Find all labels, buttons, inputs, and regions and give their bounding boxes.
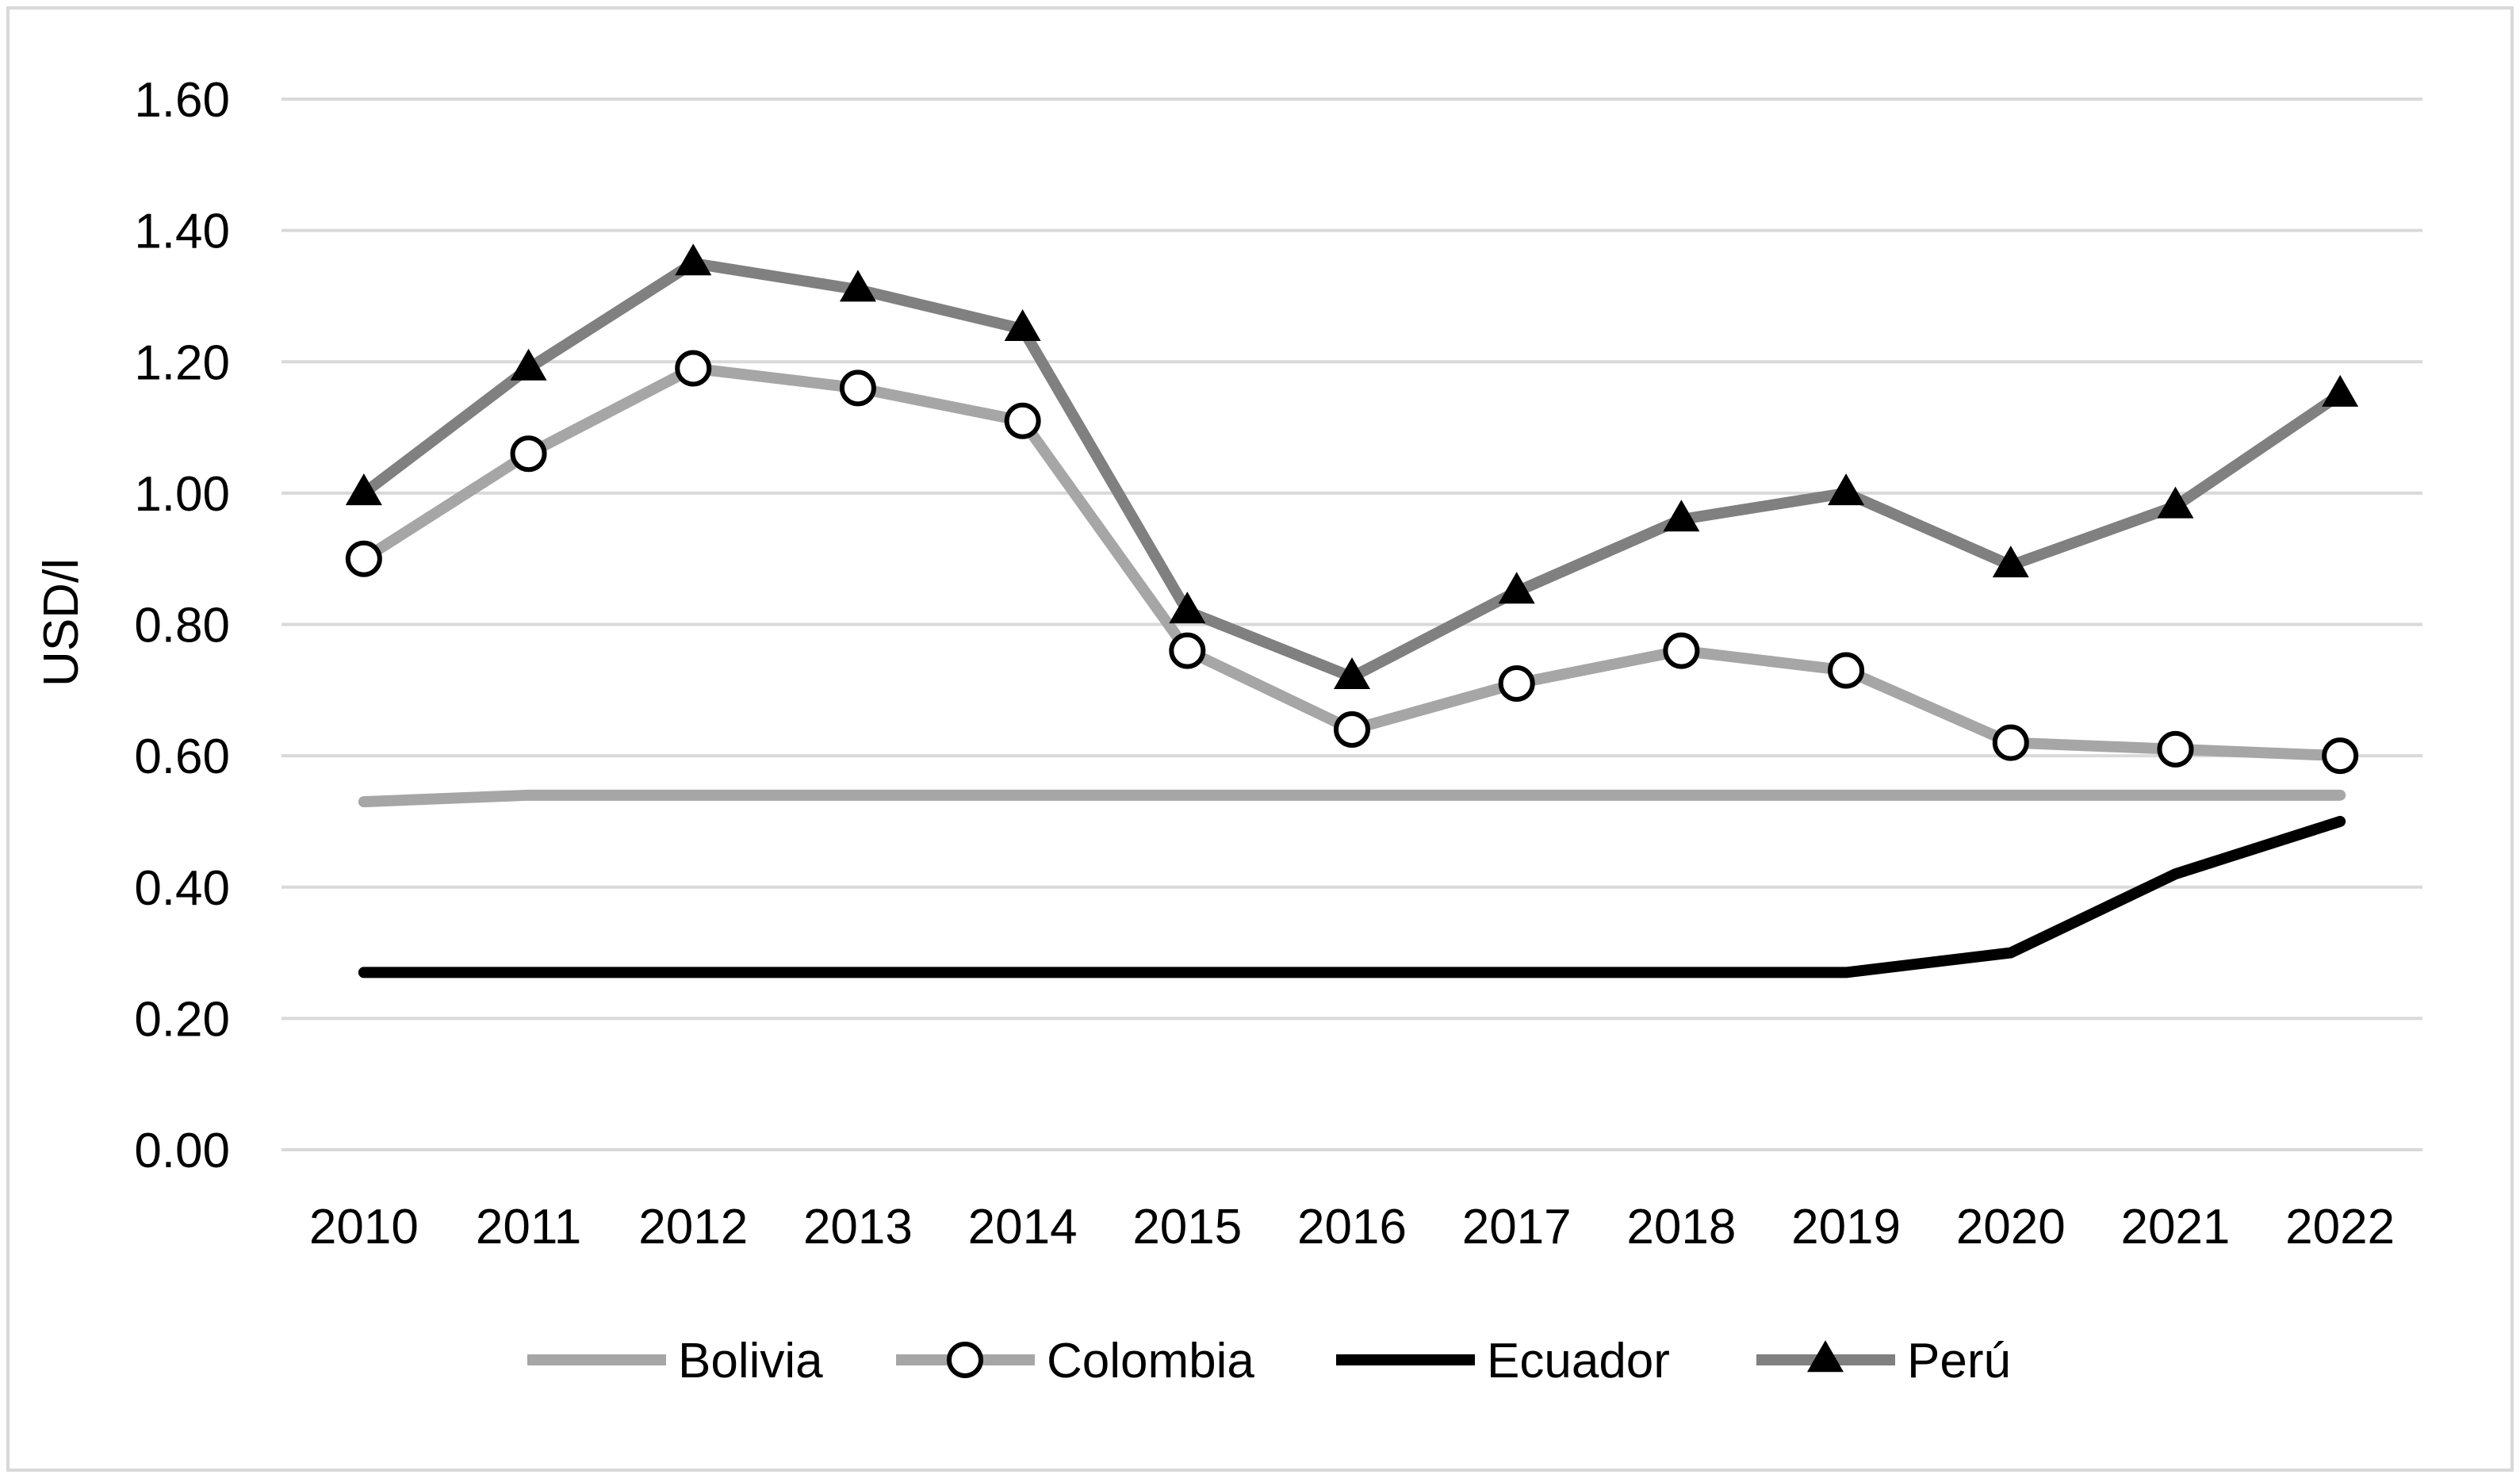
x-tick-label: 2014 xyxy=(968,1200,1078,1254)
colombia-point xyxy=(1663,632,1700,669)
legend-label: Ecuador xyxy=(1487,1334,1670,1388)
legend: Bolivia Colombia Ecuador Perú xyxy=(527,1334,2011,1388)
legend-label: Colombia xyxy=(1047,1334,1254,1388)
y-tick-label: 0.40 xyxy=(134,861,230,916)
x-tick-label: 2010 xyxy=(309,1200,419,1254)
colombia-point xyxy=(1498,665,1535,703)
legend-item-ecuador: Ecuador xyxy=(1336,1334,1670,1388)
colombia-point xyxy=(2157,730,2194,768)
y-tick-label: 1.00 xyxy=(134,467,230,522)
peru-point xyxy=(2157,486,2194,519)
y-axis-ticks: 0.00 0.20 0.40 0.60 0.80 1.00 1.20 1.40 1.60 xyxy=(134,73,230,1178)
x-tick-label: 2020 xyxy=(1956,1200,2066,1254)
series-bolivia xyxy=(358,789,2346,808)
y-axis-label: USD/l xyxy=(34,558,89,687)
x-tick-label: 2013 xyxy=(803,1200,913,1254)
y-tick-label: 0.00 xyxy=(134,1124,230,1178)
peru-legend-marker xyxy=(1807,1340,1844,1373)
x-tick-label: 2019 xyxy=(1791,1200,1901,1254)
x-tick-label: 2015 xyxy=(1132,1200,1242,1254)
series-colombia xyxy=(345,350,2359,775)
legend-item-bolivia: Bolivia xyxy=(527,1334,823,1388)
series-line-ecuador xyxy=(358,815,2346,978)
y-tick-label: 0.80 xyxy=(134,599,230,653)
colombia-point xyxy=(1992,724,2029,761)
y-tick-label: 1.20 xyxy=(134,335,230,390)
peru-point xyxy=(1169,592,1206,624)
peru-point xyxy=(2322,374,2359,407)
colombia-legend-marker xyxy=(947,1342,983,1378)
colombia-point xyxy=(1004,402,1041,439)
y-tick-label: 1.60 xyxy=(134,73,230,128)
x-tick-label: 2011 xyxy=(476,1200,581,1254)
y-tick-label: 1.40 xyxy=(134,205,230,259)
colombia-point xyxy=(2322,737,2359,775)
peru-point xyxy=(1498,572,1535,604)
peru-point xyxy=(1004,309,1041,342)
peru-point xyxy=(1992,546,2029,578)
colombia-point xyxy=(839,370,876,407)
gridlines xyxy=(281,98,2422,1151)
x-tick-label: 2021 xyxy=(2120,1200,2230,1254)
legend-item-peru: Perú xyxy=(1756,1334,2011,1388)
peru-point xyxy=(345,473,382,506)
x-tick-label: 2017 xyxy=(1462,1200,1572,1254)
colombia-point xyxy=(1334,711,1370,748)
peru-point xyxy=(1828,473,1865,506)
peru-point xyxy=(839,270,876,302)
chart-border xyxy=(6,6,2514,1472)
legend-label: Bolivia xyxy=(678,1334,823,1388)
x-tick-label: 2012 xyxy=(638,1200,748,1254)
series-line-bolivia xyxy=(358,789,2346,808)
colombia-point xyxy=(675,350,712,387)
colombia-point xyxy=(1828,652,1865,689)
colombia-point xyxy=(1169,632,1206,669)
series-ecuador xyxy=(358,815,2346,978)
x-tick-label: 2018 xyxy=(1626,1200,1736,1254)
colombia-point xyxy=(510,435,547,473)
series-peru xyxy=(345,243,2359,689)
x-axis-ticks: 2010 2011 2012 2013 2014 2015 2016 2017 2018 2019… xyxy=(309,1200,2395,1254)
peru-point xyxy=(675,243,712,276)
x-tick-label: 2016 xyxy=(1297,1200,1407,1254)
y-tick-label: 0.60 xyxy=(134,730,230,784)
y-tick-label: 0.20 xyxy=(134,992,230,1047)
x-tick-label: 2022 xyxy=(2285,1200,2395,1254)
legend-label: Perú xyxy=(1907,1334,2011,1388)
series-group xyxy=(345,243,2359,978)
peru-point xyxy=(510,348,547,381)
peru-point xyxy=(1334,657,1370,689)
legend-item-colombia: Colombia xyxy=(896,1334,1254,1388)
colombia-point xyxy=(345,540,382,577)
peru-point xyxy=(1663,500,1700,532)
